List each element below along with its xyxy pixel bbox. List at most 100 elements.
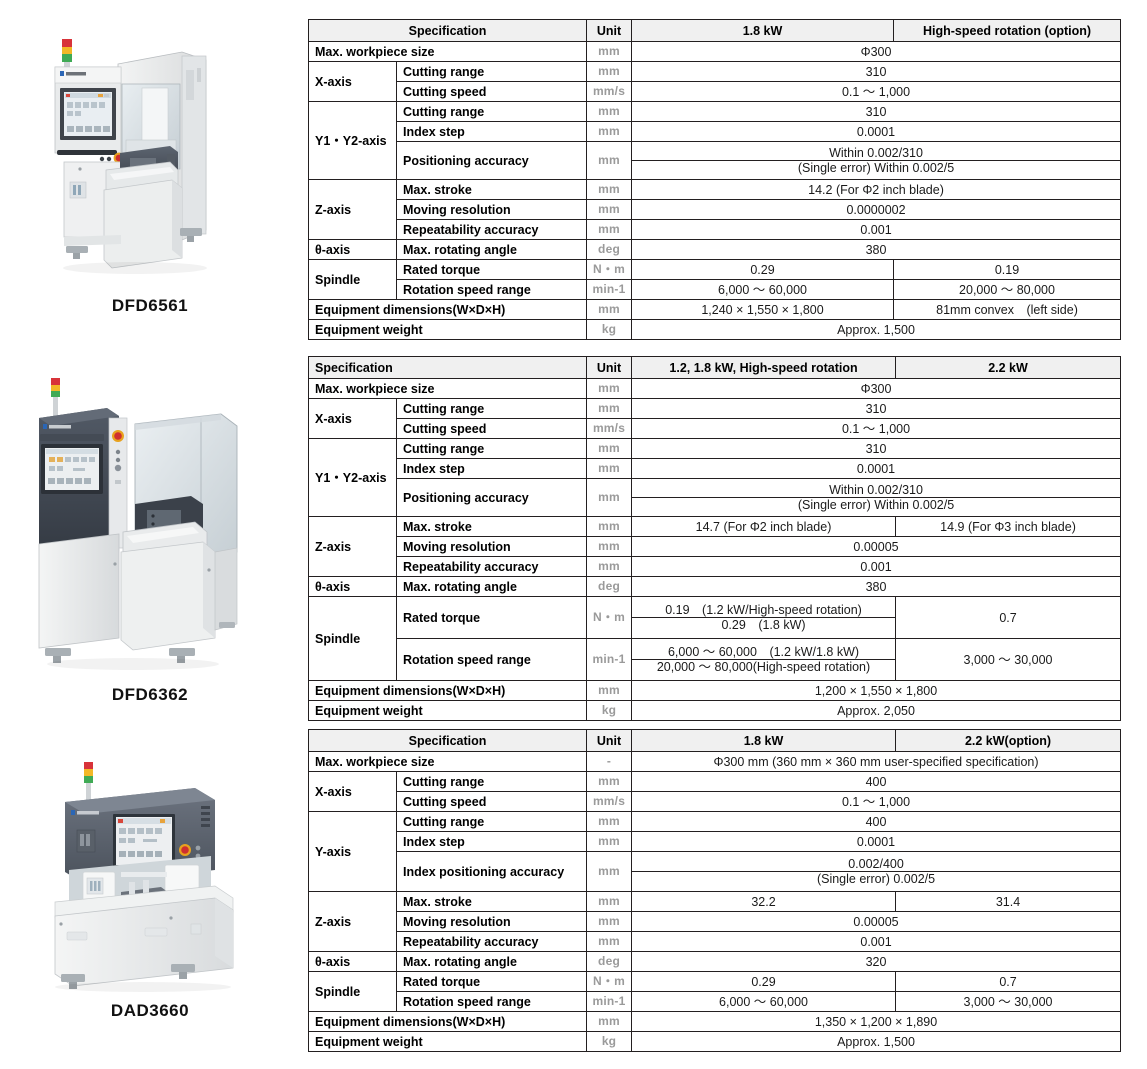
label-rated-torque: Rated torque [395,971,588,992]
table-row: Equipment weight kg Approx. 2,050 [307,700,1122,721]
unit-cell: mm [586,851,633,892]
machine-block-dfd6362: DFD6362 [0,356,300,705]
label-rotation-speed-range: Rotation speed range [395,991,588,1012]
label-rotation-speed-range: Rotation speed range [395,638,588,681]
table1-col-18kw: 1.8 kW [631,19,895,42]
table2-header-row: Specification Unit 1.2, 1.8 kW, High-spe… [307,356,1122,379]
value-cell: 400 [631,811,1122,832]
value-cell: 1,240 × 1,550 × 1,800 [631,299,895,320]
value-cell: 14.7 (For Φ2 inch blade) [631,516,897,537]
value-cell-split: 0.002/400 (Single error) 0.002/5 [631,851,1122,892]
unit-cell: mm [586,458,633,479]
value-cell: 310 [631,61,1122,82]
unit-cell: - [586,751,633,772]
label-theta-axis: θ-axis [308,576,397,597]
value-cell: Approx. 2,050 [631,700,1122,721]
unit-cell: mm/s [586,418,633,439]
value-cell: 1,200 × 1,550 × 1,800 [631,680,1122,701]
unit-cell: mm [586,516,633,537]
unit-cell: mm [586,1011,633,1032]
unit-cell: kg [586,700,633,721]
table2-col-multi-kw: 1.2, 1.8 kW, High-speed rotation [631,356,897,379]
value-line: 0.002/400 [632,857,1121,872]
table-row: Y-axis Cutting range mm 400 [308,811,1122,892]
label-equipment-dimensions: Equipment dimensions(W×D×H) [307,680,588,701]
table1-col-specification: Specification [307,19,588,42]
label-max-rotating-angle: Max. rotating angle [395,239,588,260]
table3-col-18kw: 1.8 kW [631,729,897,752]
unit-cell: mm [586,61,633,82]
table3-col-specification: Specification [307,729,588,752]
unit-cell: N・m [586,971,633,992]
label-repeatability-accuracy: Repeatability accuracy [395,556,588,577]
machine-photo-dad3660 [0,752,300,997]
table-row: Rotation speed range min-1 6,000 ～ 60,00… [309,279,1122,300]
value-line: Within 0.002/310 [632,146,1121,161]
label-theta-axis: θ-axis [308,951,397,972]
unit-cell: mm [586,536,633,557]
label-moving-resolution: Moving resolution [395,199,588,220]
unit-cell: mm [586,811,633,832]
table-row: X-axis Cutting range mm 400 [308,771,1122,812]
unit-cell: mm [586,831,633,852]
label-cutting-range: Cutting range [395,438,588,459]
label-max-stroke: Max. stroke [395,516,588,537]
value-cell: 81mm convex (left side) [893,299,1122,320]
unit-cell: mm [586,911,633,932]
label-index-step: Index step [395,121,588,142]
label-cutting-range: Cutting range [395,61,588,82]
label-cutting-range: Cutting range [395,398,588,419]
value-cell: 310 [631,398,1122,419]
unit-cell: deg [586,239,633,260]
value-cell: 0.7 [895,596,1122,639]
label-x-axis: X-axis [308,61,397,102]
value-cell: 0.0001 [631,121,1122,142]
unit-cell: mm [586,891,633,912]
table-row: Moving resolution mm 0.0000002 [309,199,1122,220]
label-repeatability-accuracy: Repeatability accuracy [395,219,588,240]
value-cell: Approx. 1,500 [631,1031,1122,1052]
unit-cell: mm [586,219,633,240]
label-cutting-speed: Cutting speed [395,81,588,102]
dfd6561-illustration [54,39,207,274]
table-row: Repeatability accuracy mm 0.001 [309,219,1122,240]
unit-cell: mm/s [586,791,633,812]
label-equipment-dimensions: Equipment dimensions(W×D×H) [307,299,588,320]
unit-cell: mm [586,141,633,180]
label-y-axis: Y-axis [308,811,397,892]
table-row: Repeatability accuracy mm 0.001 [309,931,1122,952]
value-line: Within 0.002/310 [632,483,1121,498]
value-cell: 0.0001 [631,831,1122,852]
spec-table-dfd6561: Specification Unit 1.8 kW High-speed rot… [307,19,1122,340]
value-cell: 310 [631,438,1122,459]
value-cell: Approx. 1,500 [631,319,1122,340]
label-index-step: Index step [395,458,588,479]
machine-photo-dfd6561 [0,22,300,292]
table1-col-highspeed: High-speed rotation (option) [893,19,1122,42]
table2-col-22kw: 2.2 kW [895,356,1122,379]
table-row: Index positioning accuracy mm 0.002/400 … [309,851,1122,892]
value-line: 0.29 (1.8 kW) [721,618,806,632]
label-spindle: Spindle [308,971,397,1012]
machine-caption-dfd6561: DFD6561 [111,296,189,315]
label-cutting-speed: Cutting speed [395,791,588,812]
value-cell: 0.001 [631,219,1122,240]
table-row: Spindle Rated torque N・m 0.29 0.7 [308,971,1122,1012]
table-row: X-axis Cutting range mm 310 [308,398,1122,439]
value-cell: 14.9 (For Φ3 inch blade) [895,516,1122,537]
table-row: Moving resolution mm 0.00005 [309,536,1122,557]
label-y1y2-axis: Y1・Y2-axis [308,101,397,180]
value-cell-split: Within 0.002/310 (Single error) Within 0… [631,478,1122,517]
value-cell: 0.00005 [631,536,1122,557]
unit-cell: kg [586,319,633,340]
table-row: Rotation speed range min-1 6,000 ～ 60,00… [309,638,1122,681]
label-max-workpiece-size: Max. workpiece size [307,41,588,62]
value-cell: 6,000 ～ 60,000 [631,279,895,300]
table-row: Equipment weight kg Approx. 1,500 [307,1031,1122,1052]
table-row: X-axis Cutting range mm 310 [308,61,1122,102]
value-cell-split: 6,000 ～ 60,000 (1.2 kW/1.8 kW) 20,000 ～ … [631,638,897,681]
unit-cell: deg [586,951,633,972]
unit-cell: mm [586,179,633,200]
table-row: Max. workpiece size - Φ300 mm (360 mm × … [307,751,1122,772]
value-cell: 0.0000002 [631,199,1122,220]
